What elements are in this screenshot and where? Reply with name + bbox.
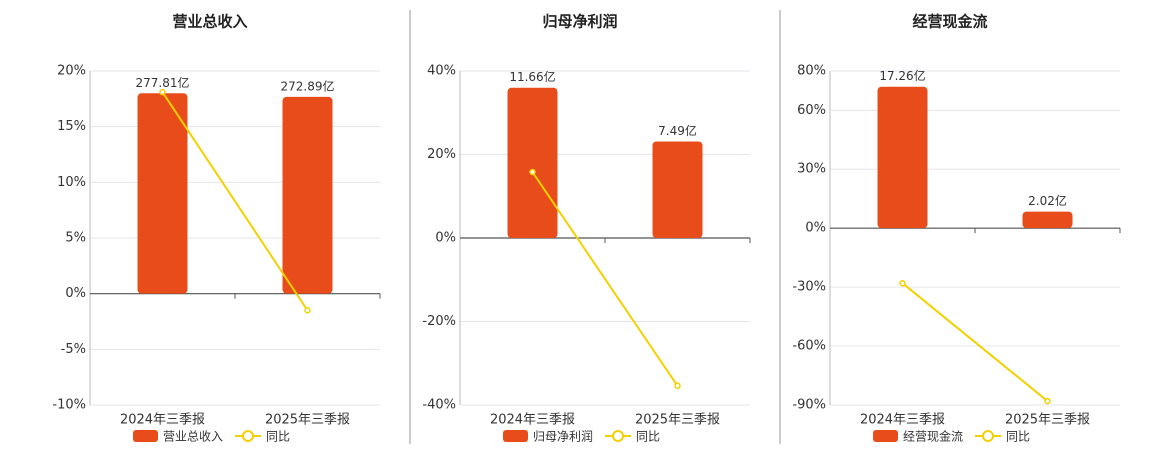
- legend-label: 同比: [266, 430, 290, 444]
- yoy-point: [529, 168, 536, 176]
- legend-swatch: [503, 430, 528, 442]
- legend-point: [982, 430, 994, 442]
- yoy-point: [159, 88, 166, 96]
- y-tick-label: -30%: [792, 280, 826, 295]
- bar: [282, 96, 333, 294]
- y-tick-label: -60%: [792, 339, 826, 354]
- y-tick-label: 0%: [65, 286, 86, 301]
- x-tick-label: 2025年三季报: [265, 413, 350, 428]
- y-tick-label: 30%: [797, 162, 826, 177]
- value-label: 272.89亿: [281, 78, 335, 93]
- y-tick-label: 15%: [57, 119, 86, 134]
- y-tick-label: 0%: [805, 221, 826, 236]
- y-tick-label: -20%: [422, 314, 456, 329]
- y-tick-label: -90%: [792, 398, 826, 413]
- bar: [1022, 211, 1073, 229]
- x-tick-label: 2024年三季报: [120, 413, 205, 428]
- legend-label: 营业总收入: [163, 430, 223, 444]
- bar: [137, 93, 188, 294]
- y-tick-label: -5%: [61, 342, 86, 357]
- value-label: 277.81亿: [136, 75, 190, 90]
- value-label: 7.49亿: [658, 123, 697, 138]
- value-label: 11.66亿: [509, 69, 555, 84]
- legend-label: 同比: [636, 430, 660, 444]
- bar: [652, 141, 703, 238]
- yoy-point: [304, 307, 311, 314]
- legend-label: 同比: [1006, 430, 1030, 444]
- yoy-point: [1044, 397, 1051, 405]
- legend-label: 归母净利润: [533, 430, 593, 444]
- x-tick-label: 2024年三季报: [490, 413, 575, 428]
- y-tick-label: 0%: [435, 231, 456, 246]
- y-tick-label: 40%: [427, 64, 456, 79]
- x-tick-label: 2024年三季报: [860, 413, 945, 428]
- chart-title: 营业总收入: [172, 13, 247, 31]
- bar: [877, 86, 928, 229]
- yoy-line: [161, 91, 309, 311]
- value-label: 17.26亿: [879, 68, 925, 83]
- y-tick-label: 80%: [797, 64, 826, 79]
- chart-title: 归母净利润: [542, 13, 617, 31]
- yoy-point: [899, 279, 906, 287]
- legend-point: [612, 430, 624, 442]
- legend-label: 经营现金流: [903, 429, 963, 444]
- y-tick-label: 20%: [57, 64, 86, 79]
- legend-swatch: [133, 430, 158, 442]
- x-tick-label: 2025年三季报: [1005, 413, 1090, 428]
- yoy-point: [674, 382, 681, 390]
- chart-title: 经营现金流: [912, 13, 987, 31]
- y-tick-label: -40%: [422, 398, 456, 413]
- x-tick-label: 2025年三季报: [635, 413, 720, 428]
- yoy-line: [901, 282, 1049, 402]
- y-tick-label: 10%: [57, 175, 86, 190]
- y-tick-label: -10%: [52, 398, 86, 413]
- legend-swatch: [873, 430, 898, 442]
- y-tick-label: 20%: [427, 147, 456, 162]
- y-tick-label: 60%: [797, 103, 826, 118]
- bar: [507, 87, 558, 238]
- y-tick-label: 5%: [65, 231, 86, 246]
- legend-point: [242, 430, 254, 442]
- yoy-line: [531, 171, 679, 387]
- value-label: 2.02亿: [1028, 193, 1067, 208]
